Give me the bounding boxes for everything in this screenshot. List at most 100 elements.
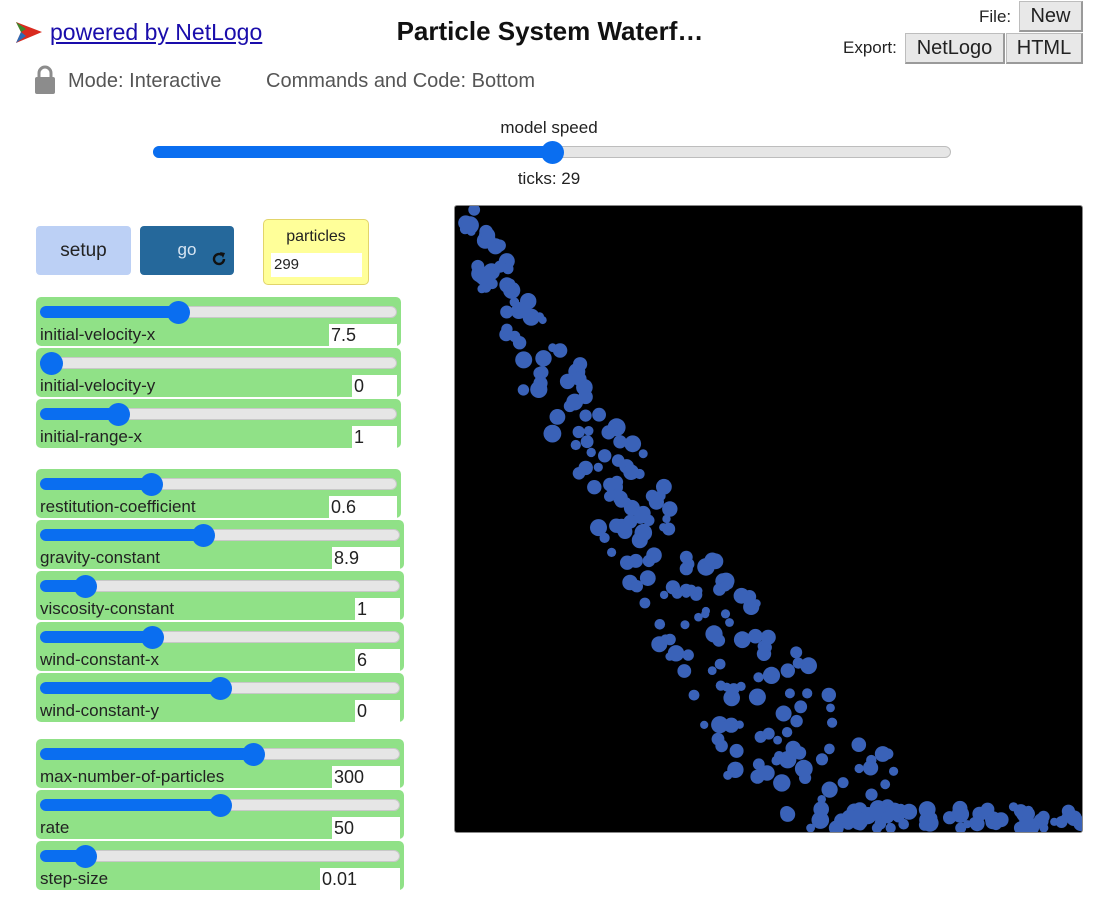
particle xyxy=(756,646,772,661)
particle xyxy=(762,727,775,740)
particle xyxy=(623,464,639,481)
particle xyxy=(780,663,795,678)
particles-monitor: particles 299 xyxy=(263,219,369,285)
particle xyxy=(509,297,520,307)
particle xyxy=(775,705,792,722)
particle xyxy=(671,588,683,599)
particle xyxy=(500,305,514,319)
new-button[interactable]: New xyxy=(1019,1,1083,32)
slider-value-field[interactable]: 0.01 xyxy=(320,868,400,890)
slider-value-field[interactable]: 0.6 xyxy=(329,496,397,518)
particle xyxy=(729,743,744,758)
ticks-counter: ticks: 29 xyxy=(517,169,581,188)
powered-by-text[interactable]: powered by NetLogo xyxy=(50,18,263,45)
particle xyxy=(885,802,903,821)
particle xyxy=(662,501,678,517)
slider-thumb[interactable] xyxy=(140,473,163,496)
mode-toggle[interactable]: Mode: Interactive xyxy=(68,70,222,92)
slider-wind-constant-x[interactable]: wind-constant-x 6 xyxy=(36,622,404,671)
particle xyxy=(693,586,703,596)
particle xyxy=(468,206,481,216)
particle xyxy=(515,351,533,369)
particle xyxy=(511,303,527,319)
world-view[interactable] xyxy=(454,205,1083,833)
particle xyxy=(677,664,692,678)
slider-value-field[interactable]: 8.9 xyxy=(332,547,400,569)
slider-thumb[interactable] xyxy=(242,743,265,766)
slider-step-size[interactable]: step-size 0.01 xyxy=(36,841,404,890)
particle xyxy=(821,687,836,703)
slider-value-field[interactable]: 7.5 xyxy=(329,324,397,346)
slider-value-field[interactable]: 6 xyxy=(355,649,400,671)
particle xyxy=(874,746,891,762)
particle xyxy=(639,597,651,609)
particle xyxy=(854,819,866,831)
particle xyxy=(723,717,739,733)
commands-and-code-toggle[interactable]: Commands and Code: Bottom xyxy=(266,70,536,92)
slider-wind-constant-y[interactable]: wind-constant-y 0 xyxy=(36,673,404,722)
slider-fill xyxy=(40,799,220,811)
particle xyxy=(790,714,803,728)
slider-fill xyxy=(40,682,220,694)
particle xyxy=(648,494,664,510)
slider-gravity-constant[interactable]: gravity-constant 8.9 xyxy=(36,520,404,569)
particle xyxy=(824,743,835,755)
export-netlogo-button[interactable]: NetLogo xyxy=(905,33,1005,64)
slider-thumb[interactable] xyxy=(107,403,130,426)
particle xyxy=(680,620,690,630)
particle xyxy=(983,808,993,818)
slider-thumb[interactable] xyxy=(74,575,97,598)
slider-fill xyxy=(40,631,152,643)
lock-icon[interactable] xyxy=(34,65,56,95)
export-html-button[interactable]: HTML xyxy=(1006,33,1083,64)
particle xyxy=(573,357,588,372)
setup-button[interactable]: setup xyxy=(36,226,131,275)
slider-value-field[interactable]: 50 xyxy=(332,817,400,839)
particle xyxy=(598,449,612,463)
particle xyxy=(535,350,552,367)
slider-label: gravity-constant xyxy=(40,548,160,567)
powered-by-netlogo-link[interactable]: powered by NetLogo xyxy=(14,17,262,47)
particle xyxy=(654,619,666,630)
slider-initial-velocity-x[interactable]: initial-velocity-x 7.5 xyxy=(36,297,401,346)
slider-value-field[interactable]: 0 xyxy=(355,700,400,722)
particle xyxy=(762,666,781,684)
slider-thumb[interactable] xyxy=(167,301,190,324)
slider-value-field[interactable]: 0 xyxy=(352,375,397,397)
slider-thumb[interactable] xyxy=(141,626,164,649)
particle xyxy=(1055,816,1068,828)
particle xyxy=(707,553,724,570)
particle xyxy=(583,426,594,436)
model-speed-label: model speed xyxy=(500,118,598,137)
slider-initial-range-x[interactable]: initial-range-x 1 xyxy=(36,399,401,448)
model-speed-thumb[interactable] xyxy=(541,141,564,164)
slider-value-field[interactable]: 300 xyxy=(332,766,400,788)
particle xyxy=(599,532,610,543)
particle xyxy=(955,822,967,832)
slider-track[interactable] xyxy=(40,357,397,369)
particle xyxy=(610,475,624,489)
particle xyxy=(951,805,970,823)
particle xyxy=(538,316,547,325)
slider-thumb[interactable] xyxy=(74,845,97,868)
slider-thumb[interactable] xyxy=(40,352,63,375)
particle xyxy=(817,795,826,804)
particle xyxy=(681,588,691,598)
go-button-label: go xyxy=(177,240,197,259)
slider-max-number-of-particles[interactable]: max-number-of-particles 300 xyxy=(36,739,404,788)
slider-label: wind-constant-y xyxy=(40,701,160,720)
slider-thumb[interactable] xyxy=(209,677,232,700)
slider-thumb[interactable] xyxy=(192,524,215,547)
slider-rate[interactable]: rate 50 xyxy=(36,790,404,839)
slider-thumb[interactable] xyxy=(209,794,232,817)
particle xyxy=(459,224,471,235)
particle xyxy=(821,781,838,798)
slider-value-field[interactable]: 1 xyxy=(355,598,400,620)
go-button[interactable]: go xyxy=(140,226,234,275)
slider-restitution-coefficient[interactable]: restitution-coefficient 0.6 xyxy=(36,469,401,518)
particle xyxy=(969,816,985,832)
slider-value-field[interactable]: 1 xyxy=(352,426,397,448)
particle xyxy=(925,812,938,824)
slider-viscosity-constant[interactable]: viscosity-constant 1 xyxy=(36,571,404,620)
slider-initial-velocity-y[interactable]: initial-velocity-y 0 xyxy=(36,348,401,397)
